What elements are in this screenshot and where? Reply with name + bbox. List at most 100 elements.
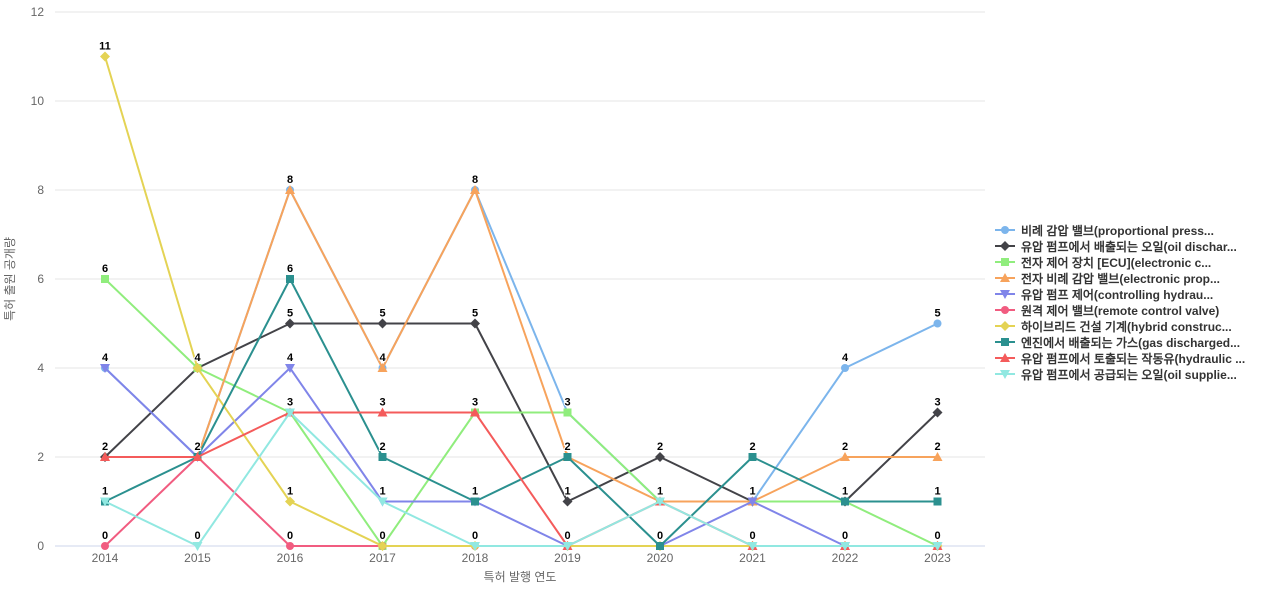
x-tick-label: 2017 [369,551,396,565]
legend-marker-icon [995,338,1015,346]
data-point-marker [932,452,943,461]
legend-marker-icon [995,241,1015,251]
data-label: 3 [472,397,478,409]
legend-marker-icon [995,353,1015,362]
data-point-marker [563,408,572,417]
data-point-marker [562,542,573,551]
data-label: 5 [379,308,385,320]
y-tick-label: 12 [31,5,45,19]
data-point-marker [840,542,850,551]
data-point-marker [377,318,388,329]
legend-item-5[interactable]: 유압 펌프 제어(controlling hydrau... [994,286,1245,302]
data-label: 1 [934,486,940,498]
data-point-marker [470,542,480,551]
legend-marker-icon [995,306,1015,314]
legend-item-7[interactable]: 하이브리드 건설 기계(hybrid construc... [994,318,1245,334]
data-point-marker [286,542,294,550]
data-point-marker [933,497,942,506]
data-point-marker [932,542,943,551]
data-point-marker [101,542,109,550]
data-label: 5 [472,308,478,320]
legend-item-6[interactable]: 원격 제어 밸브(remote control valve) [994,302,1245,318]
x-tick-label: 2016 [277,551,304,565]
data-label: 0 [472,530,478,542]
legend-item-8[interactable]: 엔진에서 배출되는 가스(gas discharged... [994,334,1245,350]
data-point-marker [285,408,295,418]
data-label: 3 [287,397,293,409]
y-tick-label: 6 [37,272,44,286]
y-tick-label: 10 [31,94,45,108]
data-point-marker [932,407,943,418]
data-label: 3 [934,397,940,409]
legend-item-10[interactable]: 유압 펌프에서 공급되는 오일(oil supplie... [994,366,1245,382]
data-point-marker [377,407,388,417]
data-label: 6 [287,263,293,275]
data-point-marker [100,51,110,62]
data-point-marker [470,185,480,194]
data-label: 2 [379,441,385,453]
data-label: 1 [287,486,293,498]
legend-item-9[interactable]: 유압 펌프에서 토출되는 작동유(hydraulic ... [994,350,1245,366]
x-tick-label: 2018 [462,551,489,565]
data-label: 2 [564,441,570,453]
data-point-marker [655,497,665,507]
legend-label: 엔진에서 배출되는 가스(gas discharged... [1021,335,1241,350]
data-label: 0 [102,530,108,542]
chart-legend: 비례 감압 밸브(proportional press... 유압 펌프에서 배출… [994,222,1245,382]
legend-symbol-icon [1000,290,1010,299]
data-label: 3 [564,397,570,409]
data-label: 2 [749,441,755,453]
data-point-marker [100,497,110,507]
legend-item-4[interactable]: 전자 비례 감압 밸브(electronic prop... [994,270,1245,286]
data-label: 4 [842,352,849,364]
data-point-marker [377,541,388,551]
data-label: 1 [102,486,108,498]
legend-label: 유압 펌프 제어(controlling hydrau... [1021,287,1214,302]
data-label: 0 [194,530,200,542]
y-axis-title: 특허 출원 공개량 [3,237,17,321]
legend-symbol-icon [1001,258,1009,266]
data-label: 4 [194,352,201,364]
legend-label: 비례 감압 밸브(proportional press... [1021,223,1214,238]
data-point-marker [471,497,479,506]
legend-symbol-icon [1001,226,1009,234]
data-label: 3 [379,397,385,409]
data-label: 5 [287,308,293,320]
legend-marker-icon [995,370,1015,379]
legend-label: 유압 펌프에서 토출되는 작동유(hydraulic ... [1021,351,1246,366]
data-point-marker [285,318,295,329]
x-tick-label: 2023 [924,551,951,565]
legend-label: 하이브리드 건설 기계(hybrid construc... [1021,319,1232,334]
data-label: 0 [749,530,755,542]
legend-symbol-icon [1000,273,1010,282]
series-line [104,367,939,547]
data-label: 2 [842,441,848,453]
data-label: 0 [564,530,570,542]
data-point-marker [747,542,758,551]
data-label: 8 [287,174,293,186]
data-point-marker [655,452,665,462]
x-tick-label: 2020 [647,551,674,565]
legend-marker-icon [995,321,1015,331]
legend-item-2[interactable]: 유압 펌프에서 배출되는 오일(oil dischar... [994,238,1245,254]
data-label: 2 [102,441,108,453]
data-point-marker [285,364,295,373]
series-line [104,278,939,547]
series-line [104,411,939,547]
data-point-marker [377,363,388,372]
data-label: 1 [749,486,755,498]
data-point-marker [377,497,388,507]
legend-marker-icon [995,273,1015,282]
y-tick-label: 0 [37,539,44,553]
legend-label: 전자 제어 장치 [ECU](electronic c... [1021,255,1212,270]
legend-item-3[interactable]: 전자 제어 장치 [ECU](electronic c... [994,254,1245,270]
legend-symbol-icon [1000,241,1010,251]
x-tick-label: 2022 [832,551,859,565]
data-point-marker [101,275,109,283]
x-tick-label: 2015 [184,551,211,565]
legend-item-1[interactable]: 비례 감압 밸브(proportional press... [994,222,1245,238]
legend-symbol-icon [1000,321,1010,331]
data-point-marker [841,364,849,372]
x-axis-title: 특허 발행 연도 [484,569,557,584]
